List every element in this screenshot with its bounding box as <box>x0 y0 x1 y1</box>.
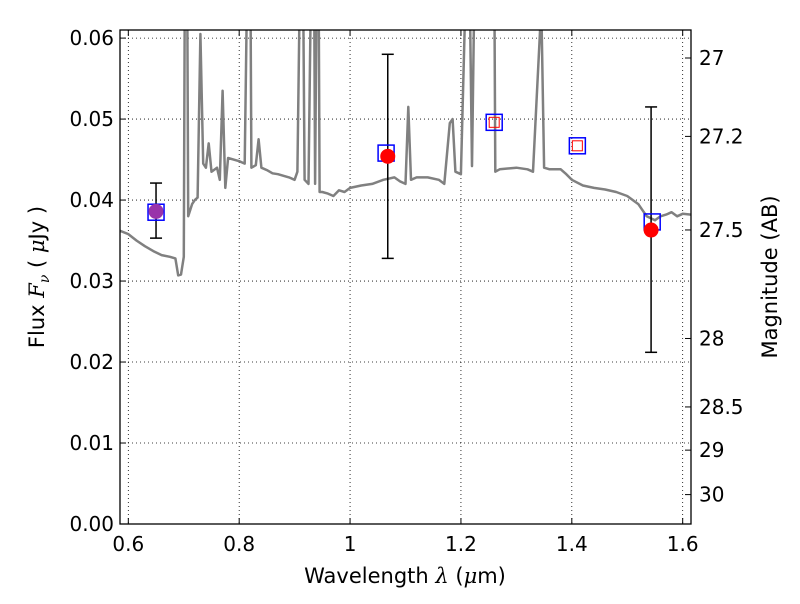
y-tick-label: 0.06 <box>69 26 114 50</box>
x-tick-label: 0.8 <box>223 532 255 556</box>
data-markers <box>147 53 661 354</box>
model-bandpass-box <box>485 113 503 132</box>
mag-tick-label: 27 <box>699 46 724 70</box>
x-tick-label: 1.6 <box>667 532 699 556</box>
mag-tick-label: 30 <box>699 483 724 507</box>
y-tick-label: 0.03 <box>69 269 114 293</box>
mag-tick-label: 27.5 <box>699 218 744 242</box>
plot-area <box>120 30 691 277</box>
mag-tick-label: 28 <box>699 326 724 350</box>
mag-tick-label: 28.5 <box>699 395 744 419</box>
observed-flux-point <box>148 203 164 219</box>
y-axis-label: Flux Fν ( μJy ) <box>25 206 53 348</box>
x-tick-label: 1 <box>344 532 357 556</box>
y-tick-label: 0.00 <box>69 512 114 536</box>
model-bandpass-box <box>568 137 587 155</box>
y-tick-label: 0.01 <box>69 431 114 455</box>
y-tick-label: 0.05 <box>69 107 114 131</box>
model-inner-marker <box>488 116 500 128</box>
plot-frame <box>119 29 692 525</box>
x-axis-label: Wavelength λ (μm) <box>304 564 506 588</box>
grid-lines <box>120 30 691 525</box>
y-tick-label: 0.04 <box>69 188 114 212</box>
observed-flux-point <box>380 148 396 164</box>
axis-ticks: 0.6 0.8 1 1.2 1.4 1.6 0.00 0.01 0.02 0.03 0.04 0.05… <box>69 26 743 556</box>
observed-flux-point <box>643 222 659 238</box>
mag-tick-label: 29 <box>699 438 724 462</box>
model-spectrum-line <box>120 30 691 277</box>
y-tick-label: 0.02 <box>69 350 114 374</box>
mag-tick-label: 27.2 <box>699 124 744 148</box>
x-tick-label: 1.4 <box>556 532 588 556</box>
x-tick-label: 0.6 <box>112 532 144 556</box>
model-inner-marker <box>571 140 583 152</box>
x-tick-label: 1.2 <box>445 532 477 556</box>
y2-axis-label: Magnitude (AB) <box>758 195 782 358</box>
